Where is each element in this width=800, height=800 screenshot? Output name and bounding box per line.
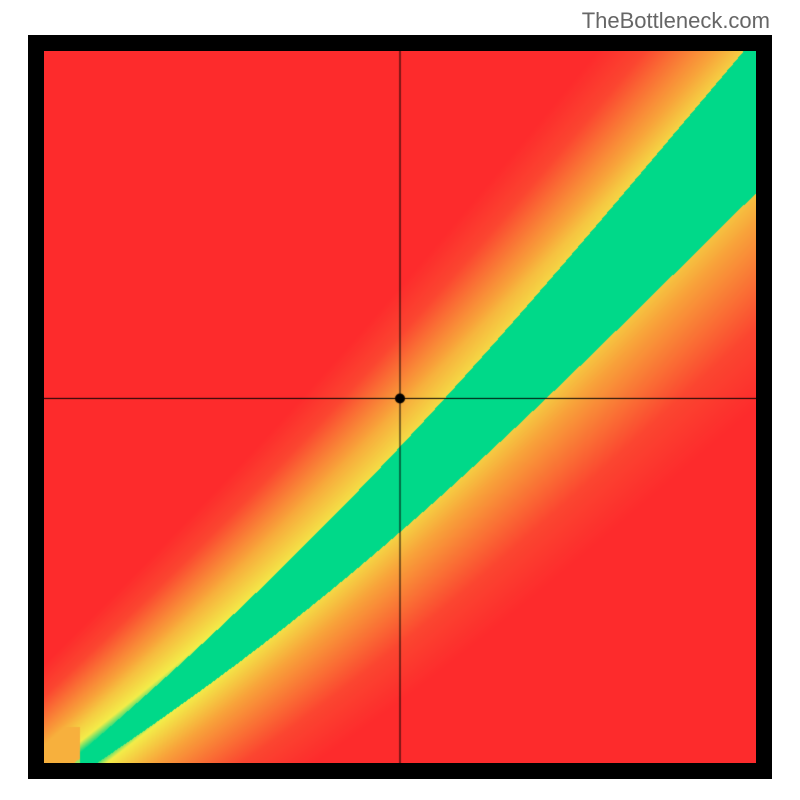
watermark-text: TheBottleneck.com [582, 8, 770, 34]
chart-container: TheBottleneck.com [0, 0, 800, 800]
chart-frame [28, 35, 772, 779]
heatmap-canvas [44, 51, 756, 763]
chart-inner [44, 51, 756, 763]
